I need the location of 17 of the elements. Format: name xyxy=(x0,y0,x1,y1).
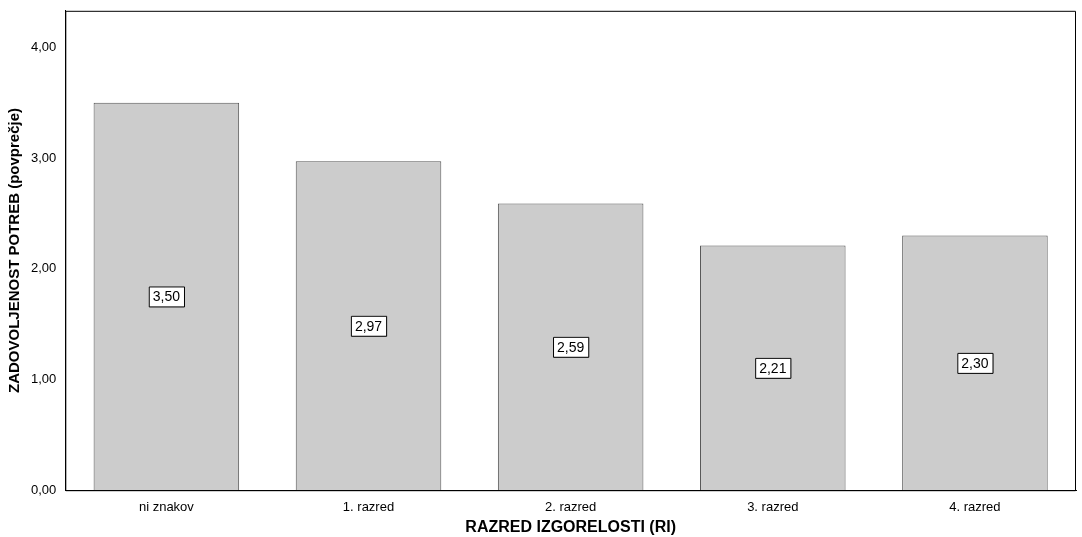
data-label: 2,59 xyxy=(557,338,585,355)
x-tick-label: 4. razred xyxy=(949,498,1001,514)
y-tick-label: 1,00 xyxy=(30,371,57,387)
x-tick-label: 2. razred xyxy=(544,498,597,514)
data-label: 2,21 xyxy=(759,359,787,376)
x-tick-label: 3. razred xyxy=(747,498,799,514)
y-tick-label: 3,00 xyxy=(30,149,57,165)
y-axis-title: ZADOVOLJENOST POTREB (povprečje) xyxy=(5,107,23,394)
data-label: 2,97 xyxy=(354,317,383,334)
y-tick-label: 0,00 xyxy=(30,481,57,497)
data-label: 2,30 xyxy=(961,354,989,371)
y-tick-label: 4,00 xyxy=(30,38,57,54)
x-tick-label: 1. razred xyxy=(342,498,395,514)
y-tick-label: 2,00 xyxy=(30,260,57,276)
x-axis-title: RAZRED IZGORELOSTI (RI) xyxy=(465,517,676,535)
data-label: 3,50 xyxy=(152,288,181,305)
x-tick-label: ni znakov xyxy=(138,498,195,514)
